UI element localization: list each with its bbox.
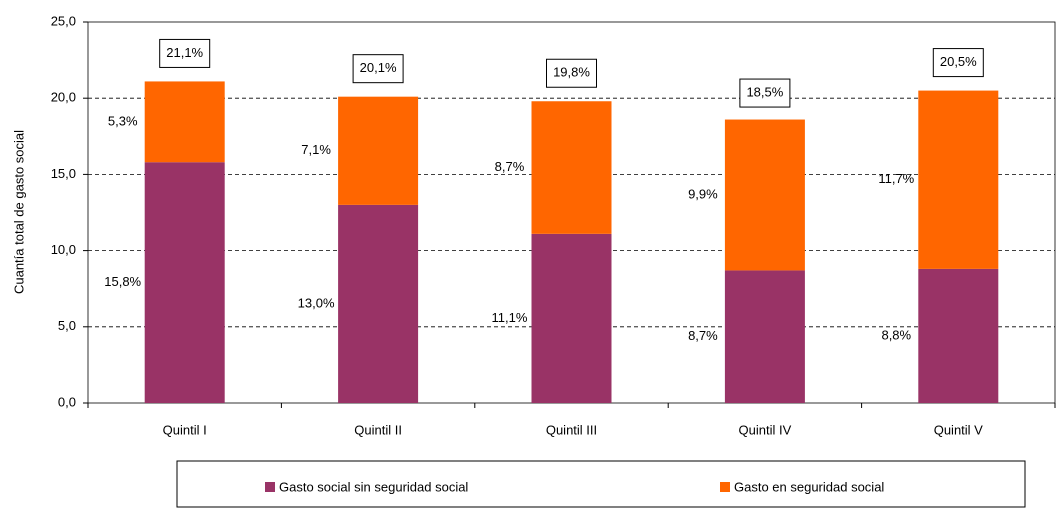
total-box (932, 48, 984, 78)
total-label: 18,5% (746, 84, 783, 99)
x-tick-label: Quintil IV (739, 422, 792, 437)
x-tick-label: Quintil I (163, 422, 207, 437)
total-box (159, 38, 211, 68)
data-label: 8,8% (881, 327, 911, 342)
y-tick-label: 20,0 (51, 90, 76, 105)
y-tick-label: 10,0 (51, 242, 76, 257)
data-label: 13,0% (298, 295, 335, 310)
total-box (546, 58, 597, 88)
bar-segment (531, 233, 612, 403)
y-axis-label: Cuantía total de gasto social (11, 130, 26, 294)
y-tick-label: 25,0 (51, 13, 76, 28)
data-label: 9,9% (688, 186, 718, 201)
total-label: 21,1% (166, 45, 203, 60)
data-label: 11,7% (878, 171, 914, 186)
legend-swatch (720, 482, 730, 492)
bar-segment (918, 90, 999, 269)
legend-box (176, 460, 1026, 508)
total-label: 20,1% (360, 60, 397, 75)
bar-segment (144, 162, 225, 403)
total-box (352, 54, 404, 84)
x-tick-label: Quintil V (934, 422, 983, 437)
data-label: 8,7% (688, 328, 718, 343)
legend-swatch (265, 482, 275, 492)
total-label: 19,8% (553, 65, 590, 80)
bar-segment (724, 119, 805, 271)
bar-segment (338, 96, 419, 205)
data-label: 7,1% (301, 142, 331, 157)
y-tick-label: 0,0 (58, 394, 76, 409)
bar-segment (144, 81, 225, 163)
data-label: 8,7% (495, 159, 525, 174)
bar-segment (918, 268, 999, 403)
total-box (739, 78, 791, 108)
y-tick-label: 15,0 (51, 166, 76, 181)
x-tick-label: Quintil III (546, 422, 597, 437)
bar-segment (531, 101, 612, 234)
y-tick-label: 5,0 (58, 318, 76, 333)
legend-label: Gasto social sin seguridad social (279, 479, 468, 494)
x-tick-label: Quintil II (354, 422, 402, 437)
bar-segment (724, 270, 805, 403)
data-label: 11,1% (492, 310, 528, 325)
data-label: 5,3% (108, 113, 138, 128)
legend-label: Gasto en seguridad social (734, 479, 884, 494)
total-label: 20,5% (940, 54, 977, 69)
data-label: 15,8% (104, 274, 141, 289)
bar-segment (338, 204, 419, 403)
